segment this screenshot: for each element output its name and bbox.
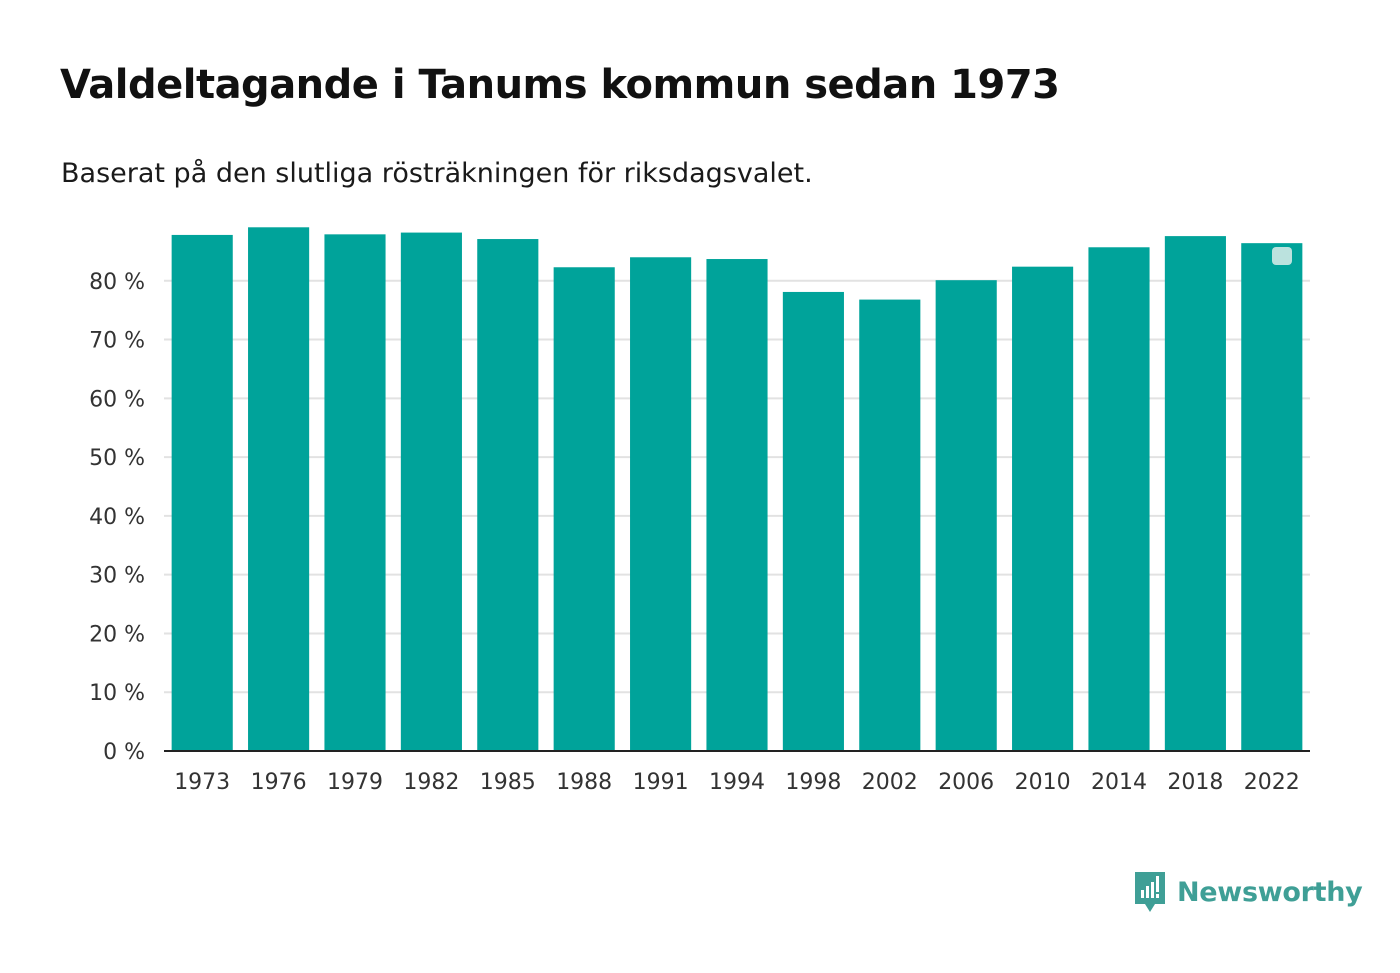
bar-2010[interactable] bbox=[1012, 266, 1074, 751]
tick-labels: 0 % 10 % 20 % 30 % 40 % 50 % 60 % 70 % 80 % 1973 1… bbox=[89, 270, 1300, 795]
y-tick-label: 60 % bbox=[89, 387, 145, 412]
y-tick-label: 0 % bbox=[103, 740, 145, 765]
bar-2018[interactable] bbox=[1164, 236, 1226, 751]
bar-2006[interactable] bbox=[935, 280, 997, 751]
y-tick-label: 50 % bbox=[89, 446, 145, 471]
x-tick-label: 2018 bbox=[1167, 770, 1223, 795]
bar-2002[interactable] bbox=[859, 299, 921, 751]
newsworthy-logo-icon bbox=[1135, 872, 1165, 912]
x-tick-label: 1976 bbox=[251, 770, 307, 795]
x-tick-label: 1985 bbox=[480, 770, 536, 795]
bar-1991[interactable] bbox=[630, 257, 692, 751]
bar-1994[interactable] bbox=[706, 259, 768, 751]
y-tick-label: 40 % bbox=[89, 505, 145, 530]
bar-2014[interactable] bbox=[1088, 247, 1150, 751]
bars bbox=[171, 227, 1303, 752]
x-tick-label: 1994 bbox=[709, 770, 765, 795]
bar-1976[interactable] bbox=[248, 227, 310, 752]
x-tick-label: 2022 bbox=[1244, 770, 1300, 795]
x-tick-label: 2006 bbox=[938, 770, 994, 795]
y-tick-label: 80 % bbox=[89, 270, 145, 295]
y-tick-label: 30 % bbox=[89, 564, 145, 589]
bar-2022[interactable] bbox=[1241, 243, 1303, 751]
chart-title: Valdeltagande i Tanums kommun sedan 1973 bbox=[60, 62, 1060, 108]
x-tick-label: 2014 bbox=[1091, 770, 1147, 795]
y-tick-label: 70 % bbox=[89, 329, 145, 354]
brand-logo: Newsworthy bbox=[1133, 870, 1363, 914]
chart-subtitle: Baserat på den slutliga rösträkningen fö… bbox=[61, 158, 813, 189]
x-tick-label: 1982 bbox=[403, 770, 459, 795]
bar-1988[interactable] bbox=[553, 267, 615, 751]
chart-menu-icon[interactable] bbox=[1272, 247, 1292, 265]
y-tick-label: 10 % bbox=[89, 681, 145, 706]
x-tick-label: 1998 bbox=[785, 770, 841, 795]
bar-1979[interactable] bbox=[324, 234, 386, 752]
x-tick-label: 1973 bbox=[174, 770, 230, 795]
x-tick-label: 2010 bbox=[1015, 770, 1071, 795]
y-tick-label: 20 % bbox=[89, 622, 145, 647]
x-tick-label: 1979 bbox=[327, 770, 383, 795]
brand-name: Newsworthy bbox=[1177, 876, 1363, 908]
bar-1985[interactable] bbox=[477, 239, 539, 751]
bar-1973[interactable] bbox=[171, 234, 233, 752]
bar-1998[interactable] bbox=[782, 291, 844, 751]
bar-1982[interactable] bbox=[400, 232, 462, 751]
x-tick-label: 2002 bbox=[862, 770, 918, 795]
x-tick-label: 1988 bbox=[556, 770, 612, 795]
x-tick-label: 1991 bbox=[633, 770, 689, 795]
